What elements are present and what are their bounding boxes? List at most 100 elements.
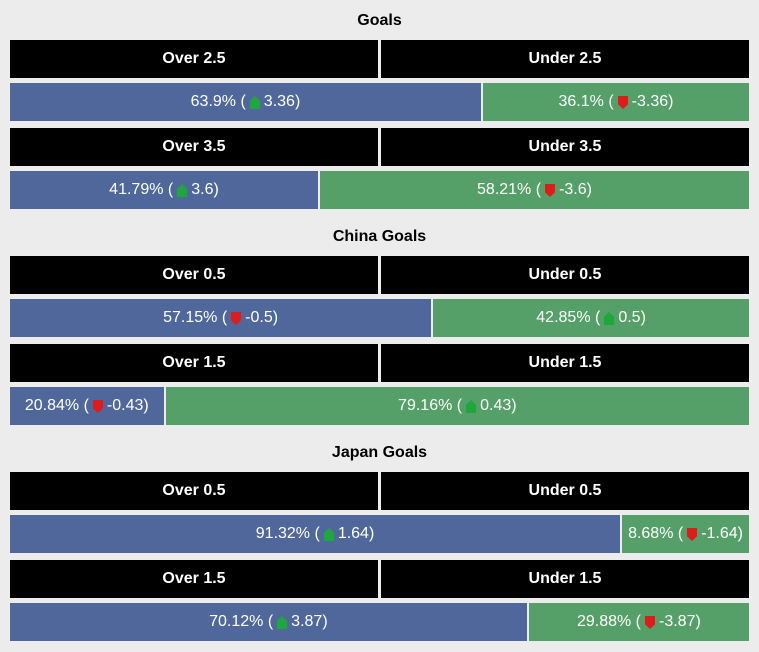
market-row: Over 1.5 Under 1.5 20.84% ( -0.43) 79.16… <box>0 344 759 425</box>
under-odds-text: -3.36) <box>631 93 674 110</box>
percentage-bar: 63.9% ( 3.36) 36.1% ( -3.36) <box>10 83 749 121</box>
under-header-cell: Under 3.5 <box>381 128 749 166</box>
over-header-cell: Over 1.5 <box>10 344 378 382</box>
over-header-label: Over 3.5 <box>162 138 226 155</box>
down-arrow-icon <box>231 311 242 325</box>
under-percentage-text: 79.16% ( <box>398 397 463 414</box>
up-arrow-icon <box>323 527 334 541</box>
over-percentage-text: 63.9% ( <box>190 93 246 110</box>
over-percentage-text: 70.12% ( <box>209 613 274 630</box>
under-bar-segment: 36.1% ( -3.36) <box>482 83 749 121</box>
under-percentage-text: 36.1% ( <box>558 93 614 110</box>
over-bar-segment: 20.84% ( -0.43) <box>10 387 164 425</box>
section-rows: Over 2.5 Under 2.5 63.9% ( 3.36) 36.1% (… <box>0 40 759 209</box>
under-odds-text: -3.87) <box>659 613 701 630</box>
percentage-bar: 20.84% ( -0.43) 79.16% ( 0.43) <box>10 387 749 425</box>
over-odds-text: -0.5) <box>245 309 279 326</box>
percentage-bar: 41.79% ( 3.6) 58.21% ( -3.6) <box>10 171 749 209</box>
under-header-label: Under 0.5 <box>528 482 602 499</box>
over-bar-segment: 57.15% ( -0.5) <box>10 299 432 337</box>
section-title: Japan Goals <box>331 444 428 461</box>
under-odds-text: -1.64) <box>701 525 743 542</box>
under-header-cell: Under 0.5 <box>381 256 749 294</box>
under-bar-segment: 42.85% ( 0.5) <box>433 299 749 337</box>
over-header-cell: Over 0.5 <box>10 256 378 294</box>
over-odds-text: 1.64) <box>337 525 375 542</box>
under-header-label: Under 0.5 <box>528 266 602 283</box>
down-arrow-icon <box>92 399 103 413</box>
under-bar-segment: 79.16% ( 0.43) <box>165 387 749 425</box>
under-percentage-text: 29.88% ( <box>576 613 641 630</box>
market-header-row: Over 3.5 Under 3.5 <box>10 128 749 166</box>
over-percentage-text: 57.15% ( <box>163 309 228 326</box>
section-title: China Goals <box>332 228 427 245</box>
over-header-label: Over 1.5 <box>162 354 226 371</box>
up-arrow-icon <box>604 311 615 325</box>
over-header-cell: Over 0.5 <box>10 472 378 510</box>
section-title: Goals <box>357 12 402 29</box>
under-bar-segment: 8.68% ( -1.64) <box>622 515 749 553</box>
over-header-label: Over 1.5 <box>162 570 226 587</box>
under-header-cell: Under 0.5 <box>381 472 749 510</box>
goals-section: Goals Over 2.5 Under 2.5 63.9% ( 3.36) 3… <box>0 0 759 209</box>
under-header-cell: Under 1.5 <box>381 560 749 598</box>
over-header-cell: Over 3.5 <box>10 128 378 166</box>
down-arrow-icon <box>645 615 655 629</box>
over-odds-text: -0.43) <box>106 397 149 414</box>
over-odds-text: 3.6) <box>191 181 219 198</box>
section-rows: Over 0.5 Under 0.5 57.15% ( -0.5) 42.85%… <box>0 256 759 425</box>
under-bar-segment: 29.88% ( -3.87) <box>528 603 749 641</box>
market-header-row: Over 1.5 Under 1.5 <box>10 344 749 382</box>
over-bar-segment: 70.12% ( 3.87) <box>10 603 527 641</box>
up-arrow-icon <box>177 183 188 197</box>
market-header-row: Over 0.5 Under 0.5 <box>10 472 749 510</box>
percentage-bar: 91.32% ( 1.64) 8.68% ( -1.64) <box>10 515 749 553</box>
over-header-cell: Over 2.5 <box>10 40 378 78</box>
market-header-row: Over 1.5 Under 1.5 <box>10 560 749 598</box>
over-percentage-text: 91.32% ( <box>255 525 320 542</box>
under-percentage-text: 58.21% ( <box>477 181 542 198</box>
under-odds-text: 0.5) <box>618 309 646 326</box>
market-row: Over 3.5 Under 3.5 41.79% ( 3.6) 58.21% … <box>0 128 759 209</box>
over-header-cell: Over 1.5 <box>10 560 378 598</box>
under-header-label: Under 1.5 <box>528 354 602 371</box>
down-arrow-icon <box>545 183 556 197</box>
under-odds-text: -3.6) <box>559 181 592 198</box>
under-header-cell: Under 1.5 <box>381 344 749 382</box>
goals-section: China Goals Over 0.5 Under 0.5 57.15% ( … <box>0 216 759 425</box>
over-bar-segment: 91.32% ( 1.64) <box>10 515 621 553</box>
under-odds-text: 0.43) <box>480 397 517 414</box>
percentage-bar: 57.15% ( -0.5) 42.85% ( 0.5) <box>10 299 749 337</box>
up-arrow-icon <box>466 399 477 413</box>
goals-section: Japan Goals Over 0.5 Under 0.5 91.32% ( … <box>0 432 759 641</box>
percentage-bar: 70.12% ( 3.87) 29.88% ( -3.87) <box>10 603 749 641</box>
over-header-label: Over 0.5 <box>162 482 226 499</box>
over-header-label: Over 0.5 <box>162 266 226 283</box>
market-header-row: Over 2.5 Under 2.5 <box>10 40 749 78</box>
section-rows: Over 0.5 Under 0.5 91.32% ( 1.64) 8.68% … <box>0 472 759 641</box>
over-bar-segment: 63.9% ( 3.36) <box>10 83 481 121</box>
under-percentage-text: 42.85% ( <box>536 309 601 326</box>
over-percentage-text: 41.79% ( <box>109 181 174 198</box>
under-bar-segment: 58.21% ( -3.6) <box>319 171 749 209</box>
market-header-row: Over 0.5 Under 0.5 <box>10 256 749 294</box>
over-odds-text: 3.36) <box>263 93 301 110</box>
over-odds-text: 3.87) <box>291 613 328 630</box>
over-bar-segment: 41.79% ( 3.6) <box>10 171 318 209</box>
up-arrow-icon <box>277 615 288 629</box>
market-row: Over 1.5 Under 1.5 70.12% ( 3.87) 29.88%… <box>0 560 759 641</box>
market-row: Over 0.5 Under 0.5 91.32% ( 1.64) 8.68% … <box>0 472 759 553</box>
market-row: Over 2.5 Under 2.5 63.9% ( 3.36) 36.1% (… <box>0 40 759 121</box>
under-percentage-text: 8.68% ( <box>628 525 684 542</box>
up-arrow-icon <box>249 95 260 109</box>
down-arrow-icon <box>687 527 698 541</box>
over-header-label: Over 2.5 <box>162 50 226 67</box>
over-percentage-text: 20.84% ( <box>24 397 89 414</box>
market-row: Over 0.5 Under 0.5 57.15% ( -0.5) 42.85%… <box>0 256 759 337</box>
under-header-cell: Under 2.5 <box>381 40 749 78</box>
under-header-label: Under 1.5 <box>528 570 602 587</box>
under-header-label: Under 2.5 <box>528 50 602 67</box>
under-header-label: Under 3.5 <box>528 138 602 155</box>
